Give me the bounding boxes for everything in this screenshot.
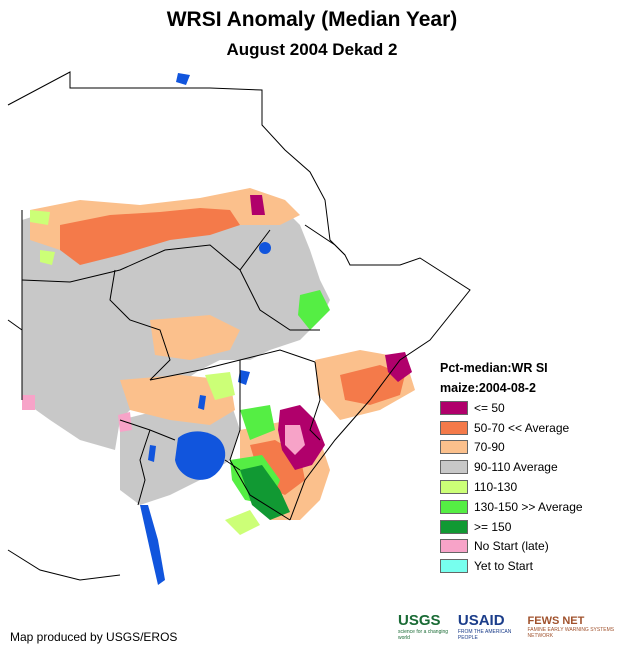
- legend-item: <= 50: [440, 398, 583, 418]
- legend-heading-2: maize:2004-08-2: [440, 381, 536, 395]
- legend-item: No Start (late): [440, 537, 583, 557]
- legend-swatch: [440, 539, 468, 554]
- legend-swatch: [440, 400, 468, 415]
- legend-swatch: [440, 440, 468, 455]
- legend-label: 50-70 << Average: [474, 420, 570, 435]
- usaid-logo: USAID FROM THE AMERICAN PEOPLE: [457, 612, 512, 641]
- legend-swatch: [440, 480, 468, 495]
- legend-label: 90-110 Average: [474, 460, 558, 475]
- legend-swatch: [440, 420, 468, 435]
- legend-item: >= 150: [440, 517, 583, 537]
- dark-green-region: [240, 465, 290, 520]
- map-title: WRSI Anomaly (Median Year): [166, 8, 458, 31]
- legend-swatch: [440, 519, 468, 534]
- legend: Pct-median:WR SI maize:2004-08-2 <= 50 50…: [440, 358, 583, 576]
- legend-item: Yet to Start: [440, 556, 583, 576]
- legend-swatch: [440, 559, 468, 574]
- legend-label: >= 150: [474, 519, 512, 534]
- agency-logos: USGS science for a changing world USAID FR…: [398, 612, 624, 641]
- water-bodies: [140, 73, 271, 585]
- map-subtitle: August 2004 Dekad 2: [226, 40, 398, 59]
- fews-net-logo: FEWS NET FAMINE EARLY WARNING SYSTEMS NET…: [527, 614, 615, 639]
- legend-item: 70-90: [440, 438, 583, 458]
- legend-label: Yet to Start: [474, 559, 533, 574]
- legend-item: 50-70 << Average: [440, 418, 583, 438]
- legend-label: 110-130: [474, 480, 518, 495]
- legend-heading-1: Pct-median:WR SI: [440, 361, 548, 375]
- legend-item: 110-130: [440, 477, 583, 497]
- legend-label: <= 50: [474, 400, 505, 415]
- legend-item: 90-110 Average: [440, 457, 583, 477]
- legend-label: No Start (late): [474, 539, 549, 554]
- light-green-region: [30, 210, 260, 535]
- usgs-logo: USGS science for a changing world: [398, 612, 449, 641]
- legend-item: 130-150 >> Average: [440, 497, 583, 517]
- legend-swatch: [440, 499, 468, 514]
- legend-swatch: [440, 460, 468, 475]
- legend-label: 70-90: [474, 440, 505, 455]
- pink-region: [22, 395, 305, 455]
- country-borders: [7, 71, 471, 581]
- legend-label: 130-150 >> Average: [474, 499, 583, 514]
- credit-text: Map produced by USGS/EROS: [10, 630, 178, 644]
